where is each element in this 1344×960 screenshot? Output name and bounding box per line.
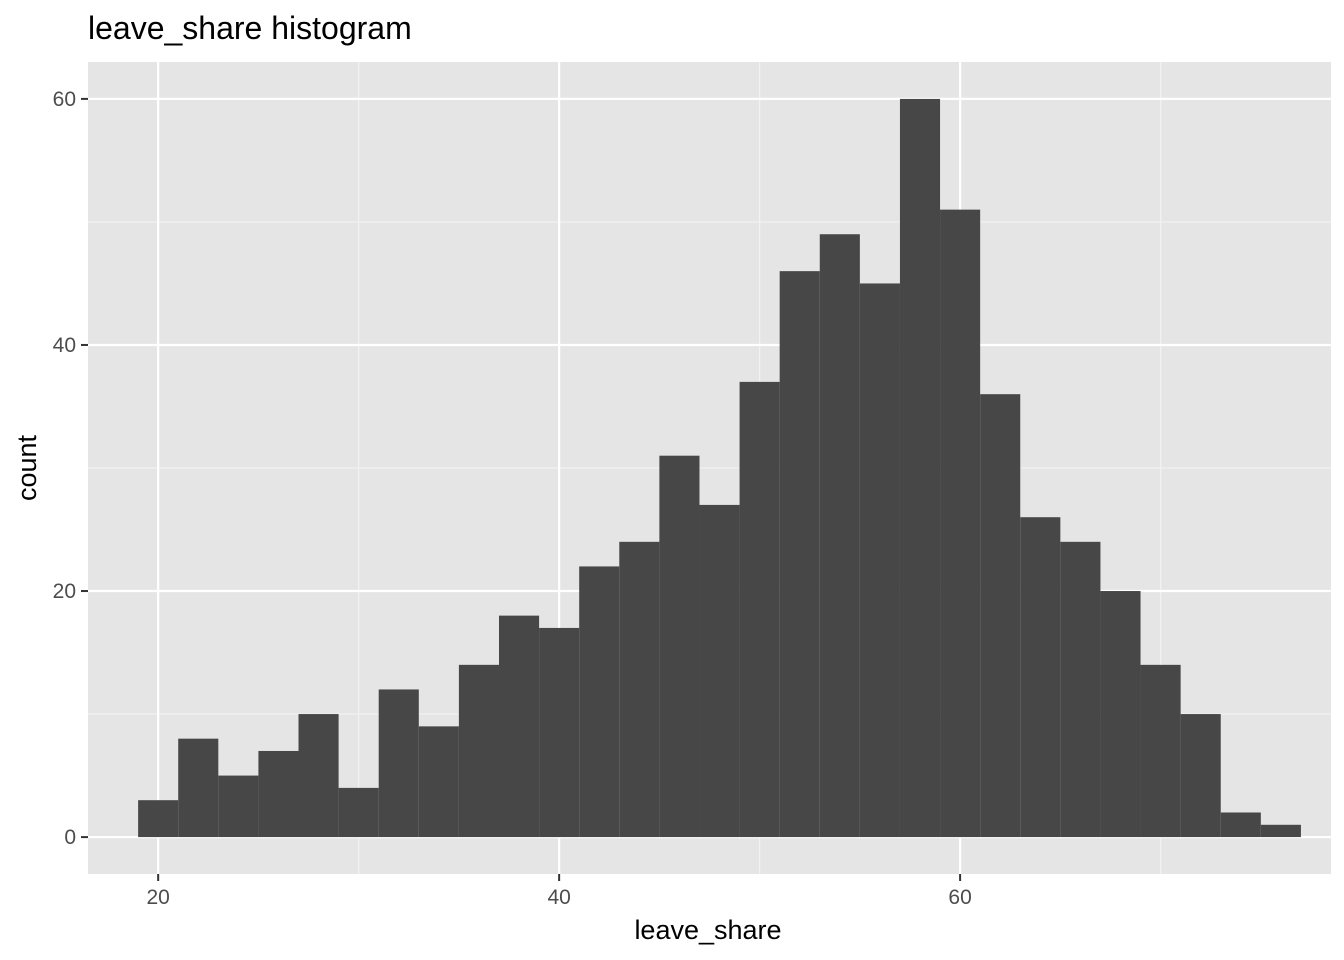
histogram-bar [579,566,620,838]
histogram-bar [218,775,259,838]
histogram-bars [138,98,1301,838]
histogram-bar [378,689,419,838]
y-tick-label: 0 [64,826,76,849]
histogram-bar [498,615,540,838]
histogram-bar [1260,824,1301,838]
histogram-bar [779,271,820,838]
histogram-bar [1100,591,1141,838]
histogram-bar [138,800,179,838]
histogram-bar [980,394,1021,838]
histogram-bar [178,738,219,838]
histogram-bar [859,283,900,838]
histogram-bar [1060,541,1101,838]
y-axis: 0 20 40 60 [53,88,88,849]
histogram-bar [899,98,941,838]
histogram-bar [418,726,459,838]
histogram-bar [539,627,580,838]
chart-title: leave_share histogram [88,10,412,46]
histogram-bar [258,750,299,838]
x-tick-label: 60 [948,886,971,909]
x-tick-label: 40 [547,886,570,909]
y-tick-label: 40 [53,334,76,357]
y-tick-label: 60 [53,88,76,111]
histogram-bar [739,381,780,838]
histogram-bar [298,714,339,838]
histogram-bar [1180,714,1221,838]
x-axis: 20 40 60 [146,874,972,909]
x-tick-label: 20 [146,886,169,909]
histogram-bar [619,541,660,838]
histogram-bar [1020,517,1061,838]
histogram-bar [940,209,981,838]
histogram-bar [458,664,499,838]
histogram-bar [1220,812,1261,838]
histogram-bar [1140,664,1181,838]
histogram-bar [699,504,740,838]
x-axis-title: leave_share [634,915,781,945]
y-tick-label: 20 [53,580,76,603]
histogram-bar [819,234,860,838]
histogram-bar [659,455,700,838]
y-axis-title: count [12,434,42,501]
histogram-bar [338,787,379,838]
